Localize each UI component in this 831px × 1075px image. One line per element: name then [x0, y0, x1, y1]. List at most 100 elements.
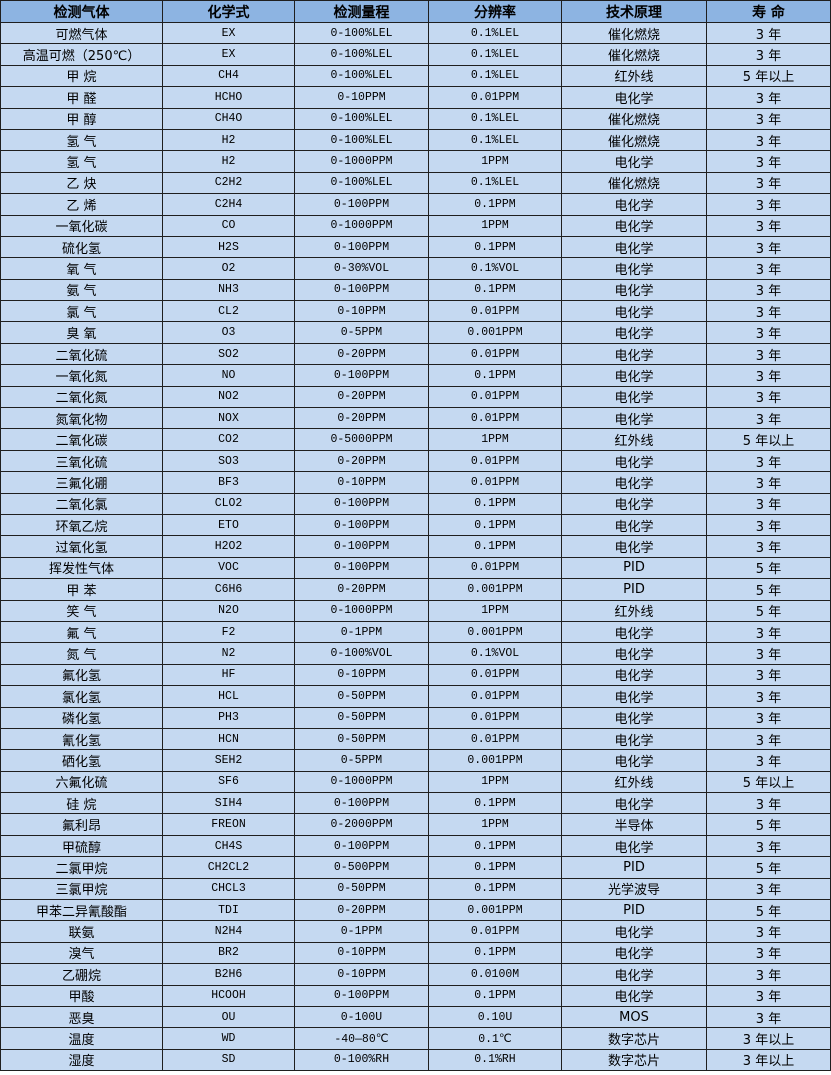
cell-range: 0-10PPM: [294, 941, 429, 965]
cell-resolution: 0.1%LEL: [428, 128, 562, 152]
cell-principle: 电化学: [561, 257, 707, 280]
cell-lifespan: 3 年: [706, 21, 831, 45]
cell-lifespan: 3 年: [706, 620, 831, 644]
cell-gas-name: 甲苯二异氰酸酯: [0, 899, 163, 922]
cell-range: 0-10PPM: [294, 86, 429, 109]
cell-resolution: 0.01PPM: [428, 727, 562, 751]
cell-range: 0-100%LEL: [294, 21, 429, 45]
cell-range: 0-100PPM: [294, 193, 429, 216]
cell-lifespan: 3 年: [706, 706, 831, 729]
table-row: 甲酸 HCOOH 0-100PPM 0.1PPM 电化学 3 年: [0, 984, 831, 1007]
cell-range: 0-100PPM: [294, 834, 429, 858]
cell-range: 0-50PPM: [294, 727, 429, 751]
cell-principle: 半导体: [561, 813, 707, 836]
cell-range: 0-5000PPM: [294, 428, 429, 451]
cell-range: 0-10PPM: [294, 471, 429, 494]
cell-principle: 电化学: [561, 235, 707, 259]
cell-formula: N2H4: [162, 920, 295, 943]
cell-range: 0-1PPM: [294, 620, 429, 644]
cell-resolution: 0.001PPM: [428, 749, 562, 772]
cell-formula: FREON: [162, 813, 295, 836]
cell-resolution: 0.01PPM: [428, 86, 562, 109]
table-row: 硒化氢 SEH2 0-5PPM 0.001PPM 电化学 3 年: [0, 749, 831, 772]
cell-lifespan: 3 年: [706, 107, 831, 130]
cell-lifespan: 3 年: [706, 963, 831, 986]
cell-resolution: 0.01PPM: [428, 300, 562, 323]
cell-gas-name: 甲 醛: [0, 86, 163, 109]
cell-principle: 电化学: [561, 449, 707, 473]
cell-formula: TDI: [162, 899, 295, 922]
cell-resolution: 1PPM: [428, 214, 562, 237]
cell-formula: CO2: [162, 428, 295, 451]
cell-lifespan: 3 年: [706, 834, 831, 858]
cell-formula: F2: [162, 620, 295, 644]
cell-gas-name: 硒化氢: [0, 749, 163, 772]
cell-gas-name: 环氧乙烷: [0, 513, 163, 537]
cell-resolution: 0.10U: [428, 1005, 562, 1029]
cell-range: 0-50PPM: [294, 706, 429, 729]
cell-range: 0-10PPM: [294, 300, 429, 323]
cell-resolution: 0.001PPM: [428, 578, 562, 601]
cell-principle: 红外线: [561, 64, 707, 88]
cell-gas-name: 二氧化氯: [0, 492, 163, 515]
cell-principle: 电化学: [561, 535, 707, 558]
table-row: 六氟化硫 SF6 0-1000PPM 1PPM 红外线 5 年以上: [0, 770, 831, 794]
table-row: 湿度 SD 0-100%RH 0.1%RH 数字芯片 3 年以上: [0, 1048, 831, 1072]
cell-resolution: 0.1PPM: [428, 235, 562, 259]
header-principle: 技术原理: [561, 0, 707, 23]
cell-resolution: 0.1PPM: [428, 535, 562, 558]
cell-gas-name: 氯 气: [0, 300, 163, 323]
cell-resolution: 1PPM: [428, 813, 562, 836]
cell-lifespan: 3 年: [706, 235, 831, 259]
cell-resolution: 0.01PPM: [428, 407, 562, 430]
cell-range: 0-10PPM: [294, 663, 429, 687]
cell-range: 0-5PPM: [294, 749, 429, 772]
cell-formula: BF3: [162, 471, 295, 494]
cell-lifespan: 3 年: [706, 385, 831, 409]
table-row: 乙 烯 C2H4 0-100PPM 0.1PPM 电化学 3 年: [0, 193, 831, 216]
cell-gas-name: 甲硫醇: [0, 834, 163, 858]
cell-principle: 红外线: [561, 428, 707, 451]
table-row: 环氧乙烷 ETO 0-100PPM 0.1PPM 电化学 3 年: [0, 513, 831, 537]
cell-lifespan: 5 年: [706, 856, 831, 879]
cell-lifespan: 3 年: [706, 727, 831, 751]
header-row: 检测气体 化学式 检测量程 分辨率 技术原理寿 命: [0, 0, 831, 23]
table-row: 二氧化硫 SO2 0-20PPM 0.01PPM 电化学 3 年: [0, 342, 831, 366]
cell-lifespan: 3 年: [706, 214, 831, 237]
cell-lifespan: 3 年: [706, 171, 831, 195]
cell-range: 0-2000PPM: [294, 813, 429, 836]
cell-principle: 电化学: [561, 834, 707, 858]
cell-gas-name: 氟 气: [0, 620, 163, 644]
cell-principle: PID: [561, 856, 707, 879]
cell-resolution: 0.01PPM: [428, 385, 562, 409]
cell-formula: EX: [162, 21, 295, 45]
table-row: 氧 气 O2 0-30%VOL 0.1%VOL 电化学 3 年: [0, 257, 831, 280]
cell-principle: 电化学: [561, 941, 707, 965]
cell-range: 0-100PPM: [294, 235, 429, 259]
cell-resolution: 0.1PPM: [428, 834, 562, 858]
cell-formula: NOX: [162, 407, 295, 430]
cell-resolution: 0.1%LEL: [428, 43, 562, 66]
cell-formula: C2H4: [162, 193, 295, 216]
cell-formula: B2H6: [162, 963, 295, 986]
cell-range: 0-1000PPM: [294, 599, 429, 622]
cell-range: 0-100%VOL: [294, 642, 429, 665]
cell-resolution: 0.1%RH: [428, 1048, 562, 1072]
cell-formula: NO: [162, 364, 295, 387]
cell-formula: CH4S: [162, 834, 295, 858]
cell-lifespan: 3 年: [706, 300, 831, 323]
table-row: 硫化氢 H2S 0-100PPM 0.1PPM 电化学 3 年: [0, 235, 831, 259]
cell-principle: 催化燃烧: [561, 21, 707, 45]
cell-principle: 电化学: [561, 492, 707, 515]
table-row: 温度 WD -40—80℃ 0.1℃ 数字芯片 3 年以上: [0, 1027, 831, 1050]
cell-resolution: 0.1PPM: [428, 877, 562, 901]
table-row: 氟化氢 HF 0-10PPM 0.01PPM 电化学 3 年: [0, 663, 831, 687]
cell-resolution: 0.01PPM: [428, 663, 562, 687]
cell-lifespan: 3 年: [706, 193, 831, 216]
table-row: 氯化氢 HCL 0-50PPM 0.01PPM 电化学 3 年: [0, 685, 831, 708]
cell-gas-name: 二氧化碳: [0, 428, 163, 451]
cell-resolution: 0.1PPM: [428, 792, 562, 815]
cell-lifespan: 3 年: [706, 150, 831, 173]
cell-range: 0-5PPM: [294, 321, 429, 344]
table-row: 氯 气 CL2 0-10PPM 0.01PPM 电化学 3 年: [0, 300, 831, 323]
